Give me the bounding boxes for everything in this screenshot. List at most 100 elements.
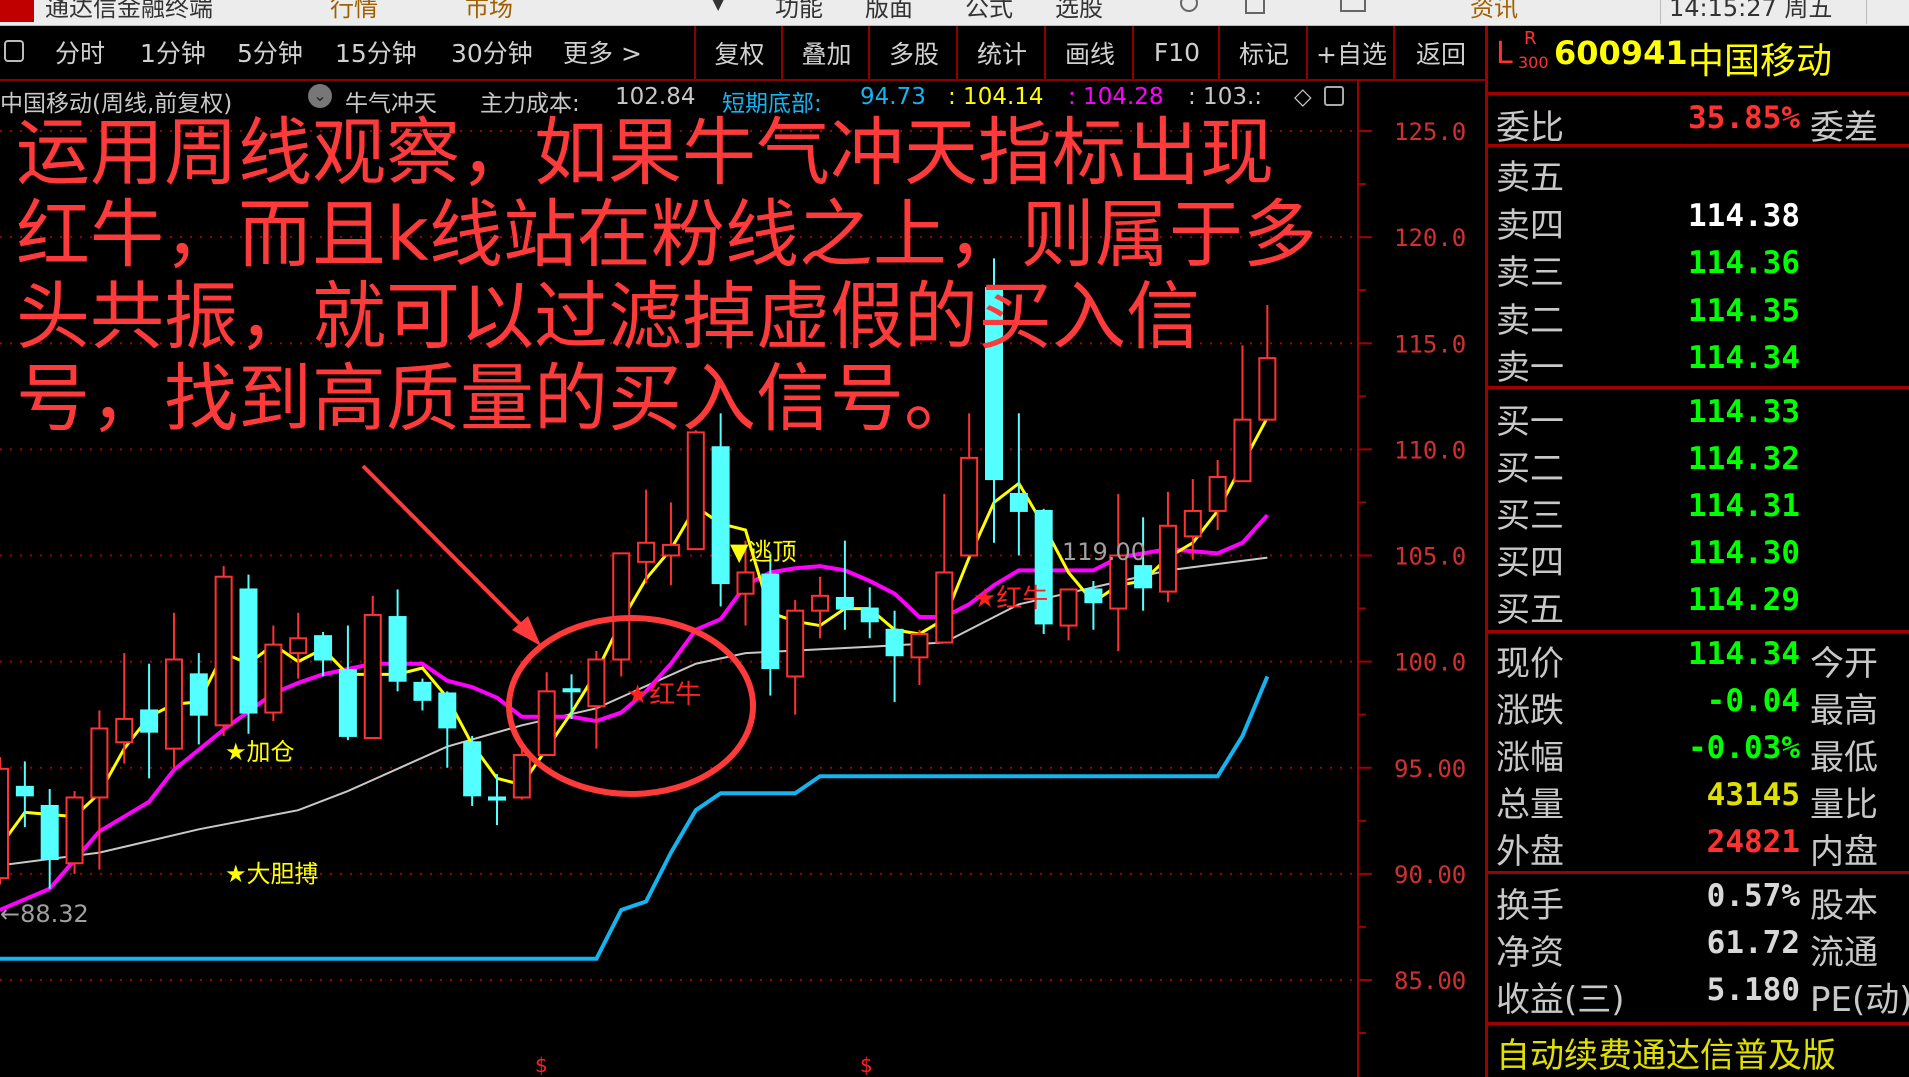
menu-formula[interactable]: 公式 — [965, 0, 1013, 22]
mark-button[interactable]: 标记 — [1218, 26, 1308, 79]
main-cost-label: 主力成本: — [480, 91, 580, 117]
candle-body — [413, 681, 432, 701]
candle-up — [661, 502, 680, 586]
f10-button[interactable]: F10 — [1132, 26, 1220, 79]
indicator-dropdown-icon[interactable]: ⌄ — [308, 84, 332, 108]
statistics-button[interactable]: 统计 — [956, 26, 1046, 79]
candle-up — [811, 576, 830, 639]
sell-row: 卖一 114.34 — [1488, 340, 1909, 388]
finance-value: 5.180 — [1706, 972, 1800, 1008]
candle-body — [761, 573, 780, 669]
sell-label: 卖三 — [1496, 253, 1564, 293]
clock: 14:15:27 周五 — [1669, 0, 1833, 22]
stats-right-label: 最高 — [1810, 691, 1878, 731]
short-bottom-label: 短期底部: — [722, 91, 822, 117]
sell-row: 卖二 114.35 — [1488, 293, 1909, 341]
app-title: 通达信金融终端 — [45, 0, 213, 22]
buy-value: 114.32 — [1688, 441, 1800, 477]
candle-down — [463, 735, 482, 806]
candle-body — [1084, 588, 1103, 604]
candle-body — [140, 709, 159, 733]
back-button[interactable]: 返回 — [1393, 26, 1487, 79]
candle-up — [65, 791, 84, 874]
add-watchlist-button[interactable]: +自选 — [1306, 26, 1395, 79]
stats-right-label: 内盘 — [1810, 832, 1878, 872]
finance-row: 换手 0.57% 股本 — [1488, 878, 1909, 926]
menu-stock-picker[interactable]: 选股 — [1055, 0, 1103, 22]
finance-right-label: 流通 — [1810, 933, 1878, 973]
low-price-label: ←88.32 — [0, 900, 89, 928]
stats-value: 43145 — [1706, 777, 1800, 813]
candle-body — [786, 609, 805, 678]
overlay-line-3: 号，找到高质量的买入信号。 — [16, 356, 978, 442]
finance-value: 0.57% — [1706, 878, 1800, 914]
overlay-button[interactable]: 叠加 — [781, 26, 870, 79]
market-flag-r: R — [1524, 28, 1537, 49]
candle-body — [239, 588, 258, 714]
kline-chart[interactable]: 125.0 120.0 115.0 110.0 105.0 100.0 95.00 90.00… — [0, 0, 1485, 1077]
weibi-value: 35.85% — [1688, 100, 1800, 136]
high-price-label: 119.00 — [1062, 538, 1146, 566]
panel-toggle-icon[interactable] — [4, 40, 24, 62]
multi-stock-button[interactable]: 多股 — [868, 26, 958, 79]
period-intraday[interactable]: 分时 — [55, 39, 106, 68]
stock-period-label: 中国移动(周线,前复权) — [0, 91, 233, 117]
period-more[interactable]: 更多 > — [563, 39, 642, 68]
bulb-icon[interactable] — [1180, 0, 1198, 12]
buy-value: 114.30 — [1688, 535, 1800, 571]
signal-marker: $ — [535, 1053, 548, 1077]
stats-row: 涨跌 -0.04 最高 — [1488, 683, 1909, 731]
menu-news[interactable]: 资讯 — [1470, 0, 1518, 22]
candle-body — [562, 688, 581, 693]
app-logo-icon — [0, 0, 34, 22]
main-cost-value: 102.84 — [615, 84, 696, 110]
clock-box: 14:15:27 周五 — [1660, 0, 1867, 24]
axis-tick-label: 120.0 — [1394, 224, 1466, 252]
dropdown-arrow-icon[interactable]: ▼ — [712, 0, 725, 13]
candle-body — [661, 543, 680, 557]
stats-value: -0.03% — [1688, 730, 1800, 766]
candle-body — [1134, 565, 1153, 589]
finance-label: 净资 — [1496, 933, 1564, 973]
candle-down — [1009, 413, 1028, 556]
buy-row: 买三 114.31 — [1488, 488, 1909, 536]
menu-market-quotes[interactable]: 行情 — [330, 0, 378, 22]
candle-down — [140, 663, 159, 779]
stock-code: 600941 — [1554, 34, 1688, 72]
indicator-name[interactable]: 牛气冲天 — [345, 91, 437, 117]
window-icon[interactable] — [1340, 0, 1366, 12]
lock-icon[interactable] — [1245, 0, 1265, 14]
candle-body — [835, 596, 854, 610]
menu-function[interactable]: 功能 — [775, 0, 823, 22]
menu-market[interactable]: 市场 — [465, 0, 513, 22]
candle-down — [1084, 580, 1103, 630]
candle-up — [1059, 588, 1078, 641]
candle-body — [438, 692, 457, 729]
period-30min[interactable]: 30分钟 — [451, 39, 533, 68]
axis-tick-label: 105.0 — [1394, 543, 1466, 571]
panel-toggle-icon[interactable] — [1324, 86, 1344, 106]
signal-marker: $ — [860, 1053, 873, 1077]
short-bottom-value: 94.73 — [860, 84, 926, 110]
annotation-overlay: 运用周线观察，如果牛气冲天指标出现红牛，而且k线站在粉线之上，则属于多头共振，就… — [16, 112, 1346, 440]
menu-layout[interactable]: 版面 — [865, 0, 913, 22]
stats-value: 114.34 — [1688, 636, 1800, 672]
weicha-label: 委差 — [1810, 108, 1878, 148]
adjust-button[interactable]: 复权 — [694, 26, 783, 79]
period-5min[interactable]: 5分钟 — [237, 39, 303, 68]
candle-body — [0, 767, 9, 880]
version-footer[interactable]: 自动续费通达信普及版 — [1496, 1036, 1836, 1076]
finance-value: 61.72 — [1706, 925, 1800, 961]
candle-body — [537, 690, 556, 757]
candle-body — [1109, 554, 1128, 610]
candle-body — [1183, 509, 1202, 538]
candle-body — [736, 571, 755, 595]
period-15min[interactable]: 15分钟 — [335, 39, 417, 68]
buy-label: 买五 — [1496, 590, 1564, 630]
draw-line-button[interactable]: 画线 — [1044, 26, 1134, 79]
candle-down — [488, 774, 506, 826]
buy-label: 买一 — [1496, 402, 1564, 442]
stats-row: 涨幅 -0.03% 最低 — [1488, 730, 1909, 778]
period-1min[interactable]: 1分钟 — [140, 39, 206, 68]
candle-up — [960, 413, 979, 557]
